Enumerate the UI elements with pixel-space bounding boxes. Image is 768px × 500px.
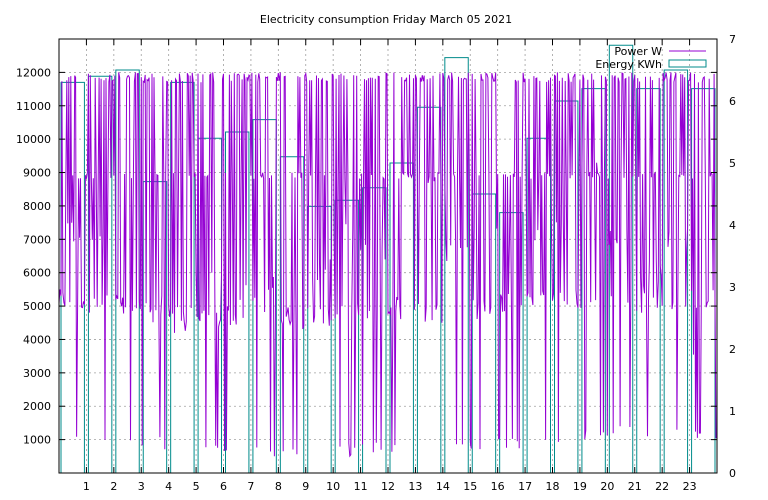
x-tick-label: 23: [683, 480, 697, 493]
energy-step: [416, 106, 442, 473]
y2-tick-label: 5: [729, 157, 736, 170]
y2-tick-label: 3: [729, 281, 736, 294]
power-series: [58, 71, 717, 458]
y2-tick-label: 4: [729, 219, 736, 232]
y-tick-label: 7000: [23, 233, 51, 246]
x-tick-label: 18: [546, 480, 560, 493]
x-tick-label: 16: [491, 480, 505, 493]
chart-title: Electricity consumption Friday March 05 …: [260, 13, 512, 26]
y-tick-label: 3000: [23, 367, 51, 380]
y-tick-label: 10000: [16, 133, 51, 146]
x-tick-label: 13: [408, 480, 422, 493]
x-tick-label: 1: [83, 480, 90, 493]
y-tick-label: 5000: [23, 300, 51, 313]
x-tick-label: 3: [138, 480, 145, 493]
power-line: [58, 71, 717, 458]
y2-tick-label: 1: [729, 405, 736, 418]
x-tick-label: 14: [436, 480, 450, 493]
y-tick-label: 12000: [16, 66, 51, 79]
x-tick-label: 4: [165, 480, 172, 493]
x-tick-label: 12: [381, 480, 395, 493]
legend: Power W Energy KWh: [595, 45, 707, 71]
x-tick-label: 11: [354, 480, 368, 493]
y2-axis-ticks: 0 1 2 3 4 5 6 7: [729, 33, 736, 480]
x-tick-label: 2: [110, 480, 117, 493]
legend-label-energy: Energy KWh: [595, 58, 662, 71]
y-tick-label: 4000: [23, 333, 51, 346]
x-tick-label: 15: [463, 480, 477, 493]
y-tick-label: 11000: [16, 100, 51, 113]
x-tick-label: 9: [302, 480, 309, 493]
x-tick-label: 20: [600, 480, 614, 493]
y-axis-ticks: 1000 2000 3000 4000 5000 6000 7000 8000 9000 1000…: [16, 66, 717, 447]
y2-tick-label: 0: [729, 467, 736, 480]
y-tick-label: 6000: [23, 267, 51, 280]
x-tick-label: 10: [326, 480, 340, 493]
y2-tick-label: 7: [729, 33, 736, 46]
energy-step: [87, 75, 113, 473]
x-tick-label: 6: [220, 480, 227, 493]
y-tick-label: 9000: [23, 167, 51, 180]
x-tick-label: 19: [573, 480, 587, 493]
x-tick-label: 22: [655, 480, 669, 493]
energy-step: [608, 44, 634, 473]
energy-step: [444, 57, 469, 473]
legend-label-power: Power W: [614, 45, 662, 58]
y2-tick-label: 6: [729, 95, 736, 108]
x-tick-label: 8: [275, 480, 282, 493]
y2-tick-label: 2: [729, 343, 736, 356]
x-tick-label: 21: [628, 480, 642, 493]
x-tick-label: 5: [193, 480, 200, 493]
x-tick-label: 17: [518, 480, 532, 493]
legend-swatch-energy: [668, 59, 707, 68]
x-tick-label: 7: [247, 480, 254, 493]
y-tick-label: 8000: [23, 200, 51, 213]
y-tick-label: 1000: [23, 434, 51, 447]
energy-step: [334, 199, 360, 473]
y-tick-label: 2000: [23, 400, 51, 413]
energy-step: [499, 212, 524, 473]
energy-step: [663, 69, 689, 473]
x-axis-ticks: 1 2 3 4 5 6 7 8 9 10 11 12 13 14 15 16 17 18 19 20 21 22 23: [83, 39, 697, 493]
